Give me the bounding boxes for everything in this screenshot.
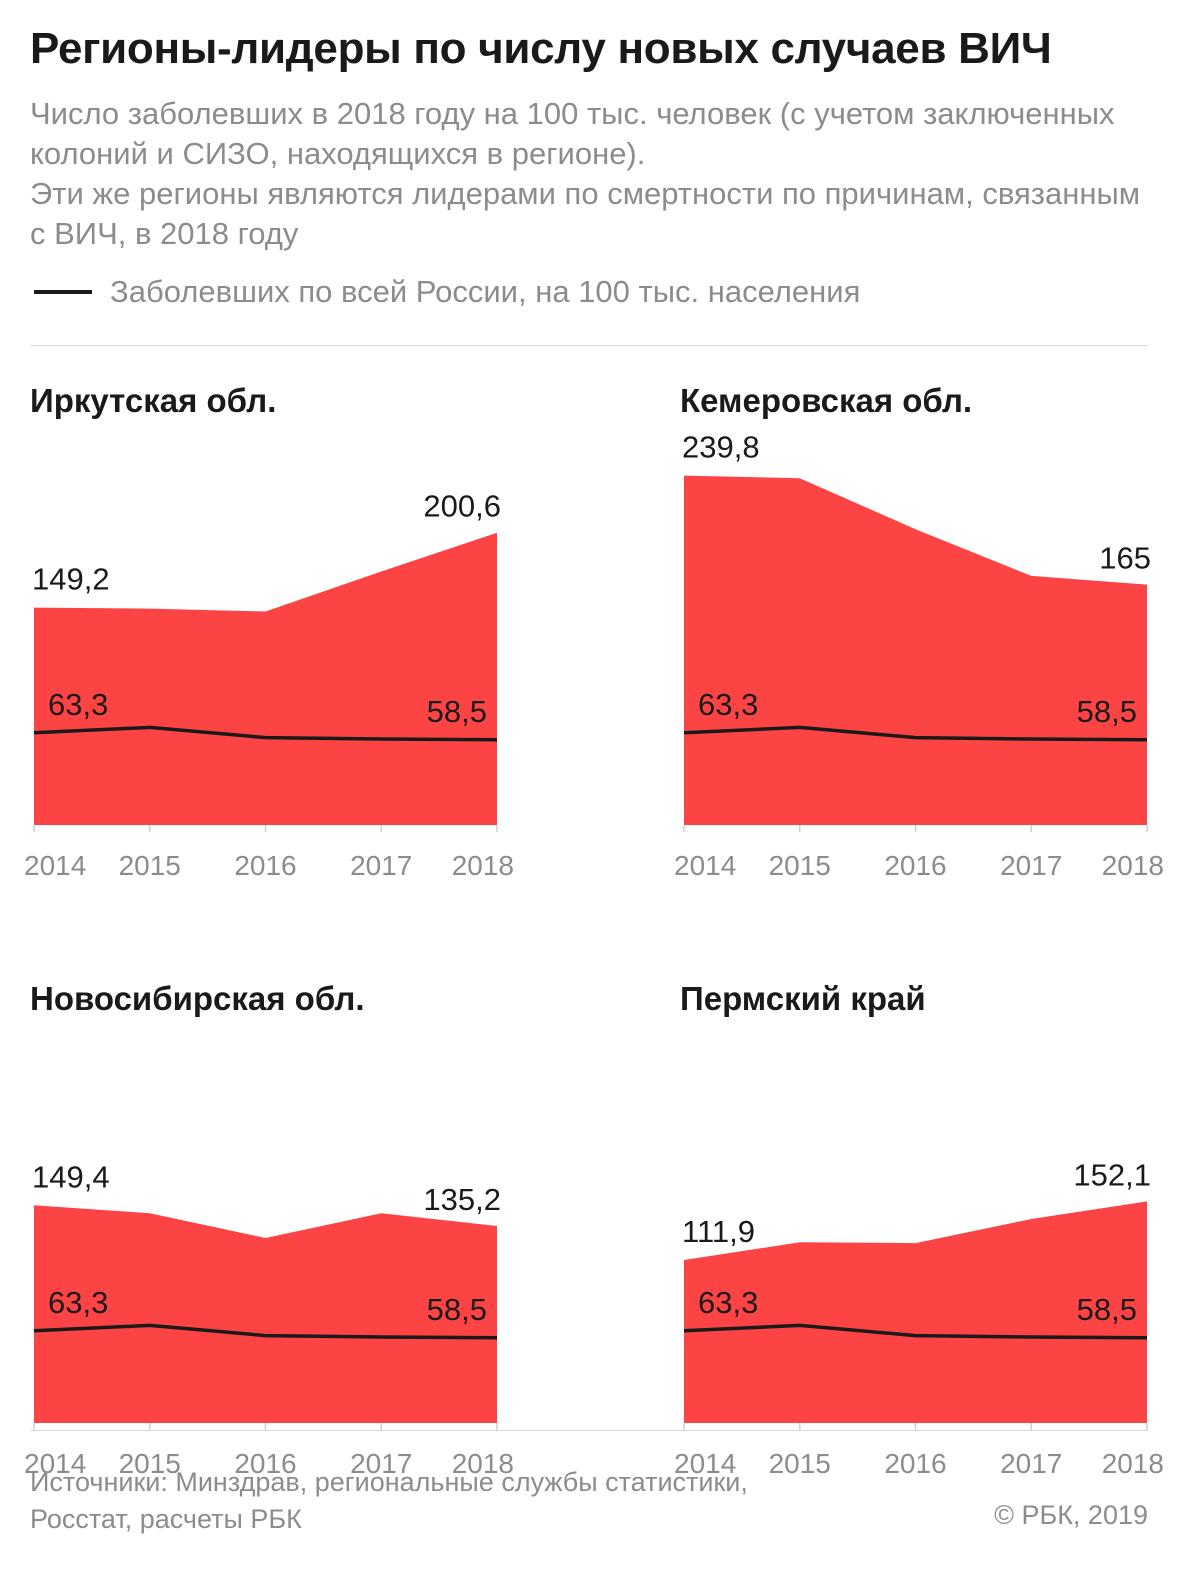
chart-panel-kemerovo: Кемеровская обл. 239,8 165 63,3 58,5 2014 201… [674,382,1180,902]
divider-top [30,345,1148,346]
data-label: 111,9 [682,1214,755,1249]
data-label: 63,3 [698,1285,758,1320]
x-tick-label: 2017 [350,850,412,881]
line-series [683,725,1148,742]
x-tick-label: 2014 [24,1448,86,1479]
x-tick-label: 2015 [769,1448,831,1479]
chart-title: Иркутская обл. [30,382,277,419]
chart-panel-irkutsk: Иркутская обл. 149,2 200,6 63,3 58,5 2014 201… [24,382,550,902]
page-title: Регионы-лидеры по числу новых случаев ВИ… [30,24,1052,73]
chart-irkutsk: 149,2 200,6 63,3 58,5 2014 2015 2016 2017 2018 [24,489,514,881]
data-label: 63,3 [48,687,108,722]
line-series [33,1323,498,1340]
data-label: 58,5 [1077,1292,1137,1327]
line-series [33,725,498,742]
data-label: 149,4 [32,1159,110,1194]
legend-line-swatch [34,290,92,294]
data-label: 58,5 [427,1292,487,1327]
x-tick-label: 2014 [674,1448,736,1479]
source-note: Источники: Минздрав, региональные службы… [30,1464,910,1538]
x-tick-label: 2014 [24,850,86,881]
area-series [34,532,497,825]
chart-panel-perm: Пермский край 111,9 152,1 63,3 58,5 2014 2015… [674,980,1180,1500]
x-tick-label: 2018 [1102,1448,1164,1479]
legend-label: Заболевших по всей России, на 100 тыс. н… [110,274,861,309]
x-tick-label: 2016 [234,850,296,881]
source-line-1: Источники: Минздрав, региональные службы… [30,1467,748,1497]
x-tick-label: 2015 [119,1448,181,1479]
legend: Заболевших по всей России, на 100 тыс. н… [34,272,860,312]
area-series [34,1205,497,1423]
x-tick-label: 2017 [350,1448,412,1479]
copyright: © РБК, 2019 [994,1500,1148,1530]
area-series [684,1201,1147,1423]
source-line-2: Росстат, расчеты РБК [30,1504,302,1534]
data-label: 152,1 [1073,1157,1151,1192]
x-tick-label: 2016 [884,1448,946,1479]
subtitle-line-2: Эти же регионы являются лидерами по смер… [30,176,1141,251]
x-tick-label: 2015 [769,850,831,881]
x-tick-label: 2016 [234,1448,296,1479]
x-tick-label: 2014 [674,850,736,881]
divider-bottom [30,1430,1148,1431]
x-tick-label: 2018 [1102,850,1164,881]
x-tick-label: 2018 [452,850,514,881]
chart-novosibirsk: 149,4 135,2 63,3 58,5 2014 2015 2016 2017 2018 [24,1159,514,1479]
x-tick-label: 2018 [452,1448,514,1479]
chart-kemerovo: 239,8 165 63,3 58,5 2014 2015 2016 2017 2018 [674,430,1164,881]
chart-perm: 111,9 152,1 63,3 58,5 2014 2015 2016 2017 2018 [674,1157,1164,1479]
data-label: 239,8 [682,430,760,465]
x-tick-label: 2017 [1000,1448,1062,1479]
data-label: 149,2 [32,562,110,597]
x-tick-label: 2015 [119,850,181,881]
chart-title: Новосибирская обл. [30,980,365,1017]
x-tick-label: 2017 [1000,850,1062,881]
line-series [683,1323,1148,1340]
data-label: 135,2 [423,1182,501,1217]
data-label: 58,5 [1077,694,1137,729]
data-label: 58,5 [427,694,487,729]
data-label: 63,3 [698,687,758,722]
subtitle-line-1: Число заболевших в 2018 году на 100 тыс.… [30,96,1115,171]
chart-title: Кемеровская обл. [680,382,973,419]
data-label: 63,3 [48,1285,108,1320]
chart-panel-novosibirsk: Новосибирская обл. 149,4 135,2 63,3 58,5 201… [24,980,550,1500]
chart-title: Пермский край [680,980,926,1017]
subtitle: Число заболевших в 2018 году на 100 тыс.… [30,94,1150,254]
x-tick-label: 2016 [884,850,946,881]
data-label: 165 [1099,541,1151,576]
area-series [684,475,1147,825]
data-label: 200,6 [423,489,501,524]
